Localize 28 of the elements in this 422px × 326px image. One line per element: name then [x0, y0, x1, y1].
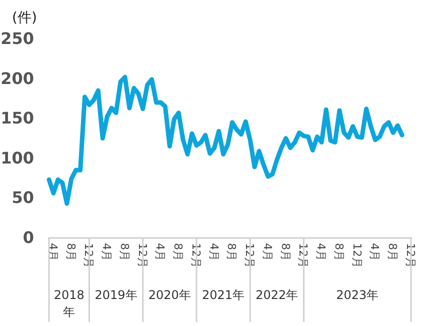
text: 2022年: [256, 288, 298, 302]
y-tick-label: 150: [0, 108, 34, 128]
y-tick-label: 200: [0, 68, 34, 88]
x-tick-label: 8月: [332, 243, 346, 261]
x-tick-label: 8月: [278, 243, 292, 261]
x-tick-label: 4月: [314, 243, 328, 261]
x-tick-label: 4月: [207, 243, 220, 261]
x-tick-label: 4月: [100, 243, 114, 261]
x-tick-label: 8月: [386, 243, 400, 261]
text: 2023年: [336, 288, 379, 302]
x-tick-label: 8月: [172, 243, 185, 261]
text: 2020年: [148, 288, 191, 302]
text: 2019年: [94, 288, 138, 302]
x-tick-label: 8月: [225, 243, 238, 261]
y-axis-title: (件): [12, 10, 37, 26]
x-tick-label: 12月: [350, 243, 364, 268]
line-series: [46, 74, 404, 206]
text: 2021年: [202, 288, 245, 302]
text: 2018年: [54, 288, 84, 319]
x-tick-label: 4月: [260, 243, 274, 261]
y-tick-label: 100: [0, 148, 34, 168]
x-tick-label: 4月: [368, 243, 382, 261]
x-tick-label: 4月: [154, 243, 167, 261]
y-tick-label: 50: [12, 188, 34, 208]
x-tick-label: 8月: [64, 243, 78, 261]
y-tick-label: 0: [22, 228, 34, 247]
x-tick-label: 8月: [118, 243, 131, 261]
y-tick-label: 250: [0, 29, 34, 48]
